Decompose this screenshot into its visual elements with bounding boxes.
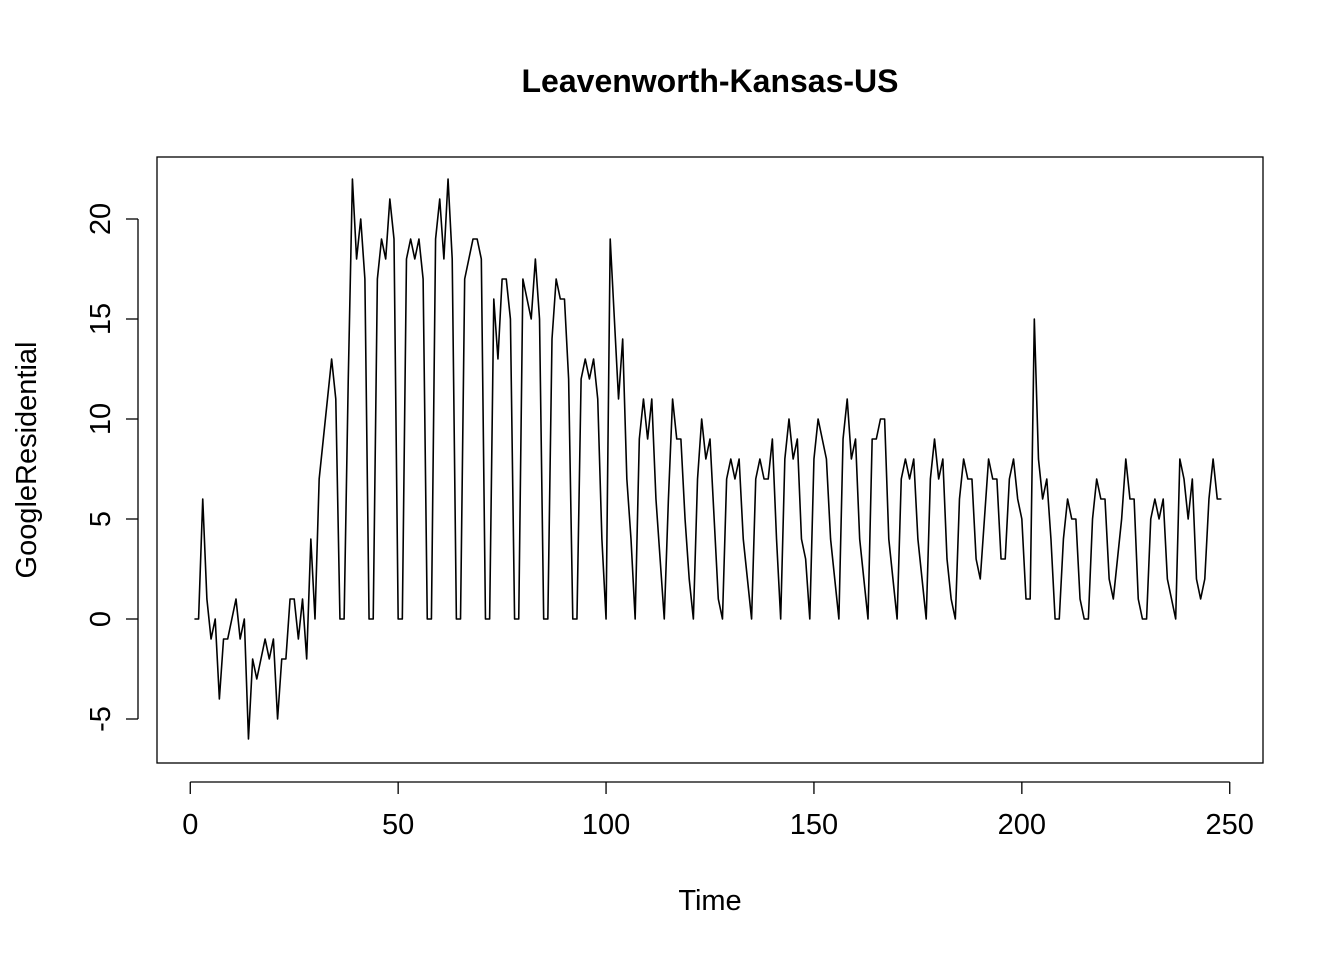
- y-axis-label: GoogleResidential: [11, 342, 43, 579]
- x-axis-label: Time: [678, 885, 741, 917]
- chart-title: Leavenworth-Kansas-US: [522, 63, 899, 99]
- y-tick-label: 5: [85, 511, 117, 527]
- y-tick-label: 10: [85, 403, 117, 435]
- y-tick-label: 15: [85, 303, 117, 335]
- x-tick-label: 150: [790, 809, 838, 841]
- y-tick-label: 20: [85, 203, 117, 235]
- x-tick-label: 250: [1206, 809, 1254, 841]
- x-tick-label: 200: [998, 809, 1046, 841]
- plot-frame: [156, 156, 1264, 764]
- x-tick-label: 100: [582, 809, 630, 841]
- y-tick-label: 0: [85, 611, 117, 627]
- x-tick-label: 50: [382, 809, 414, 841]
- series-line: [194, 178, 1222, 740]
- x-tick-label: 0: [182, 809, 198, 841]
- x-axis: 0 50 100 150 200 250: [182, 781, 1254, 841]
- y-tick-label: -5: [85, 706, 117, 732]
- y-axis: -5 0 5 10 15 20: [85, 203, 139, 732]
